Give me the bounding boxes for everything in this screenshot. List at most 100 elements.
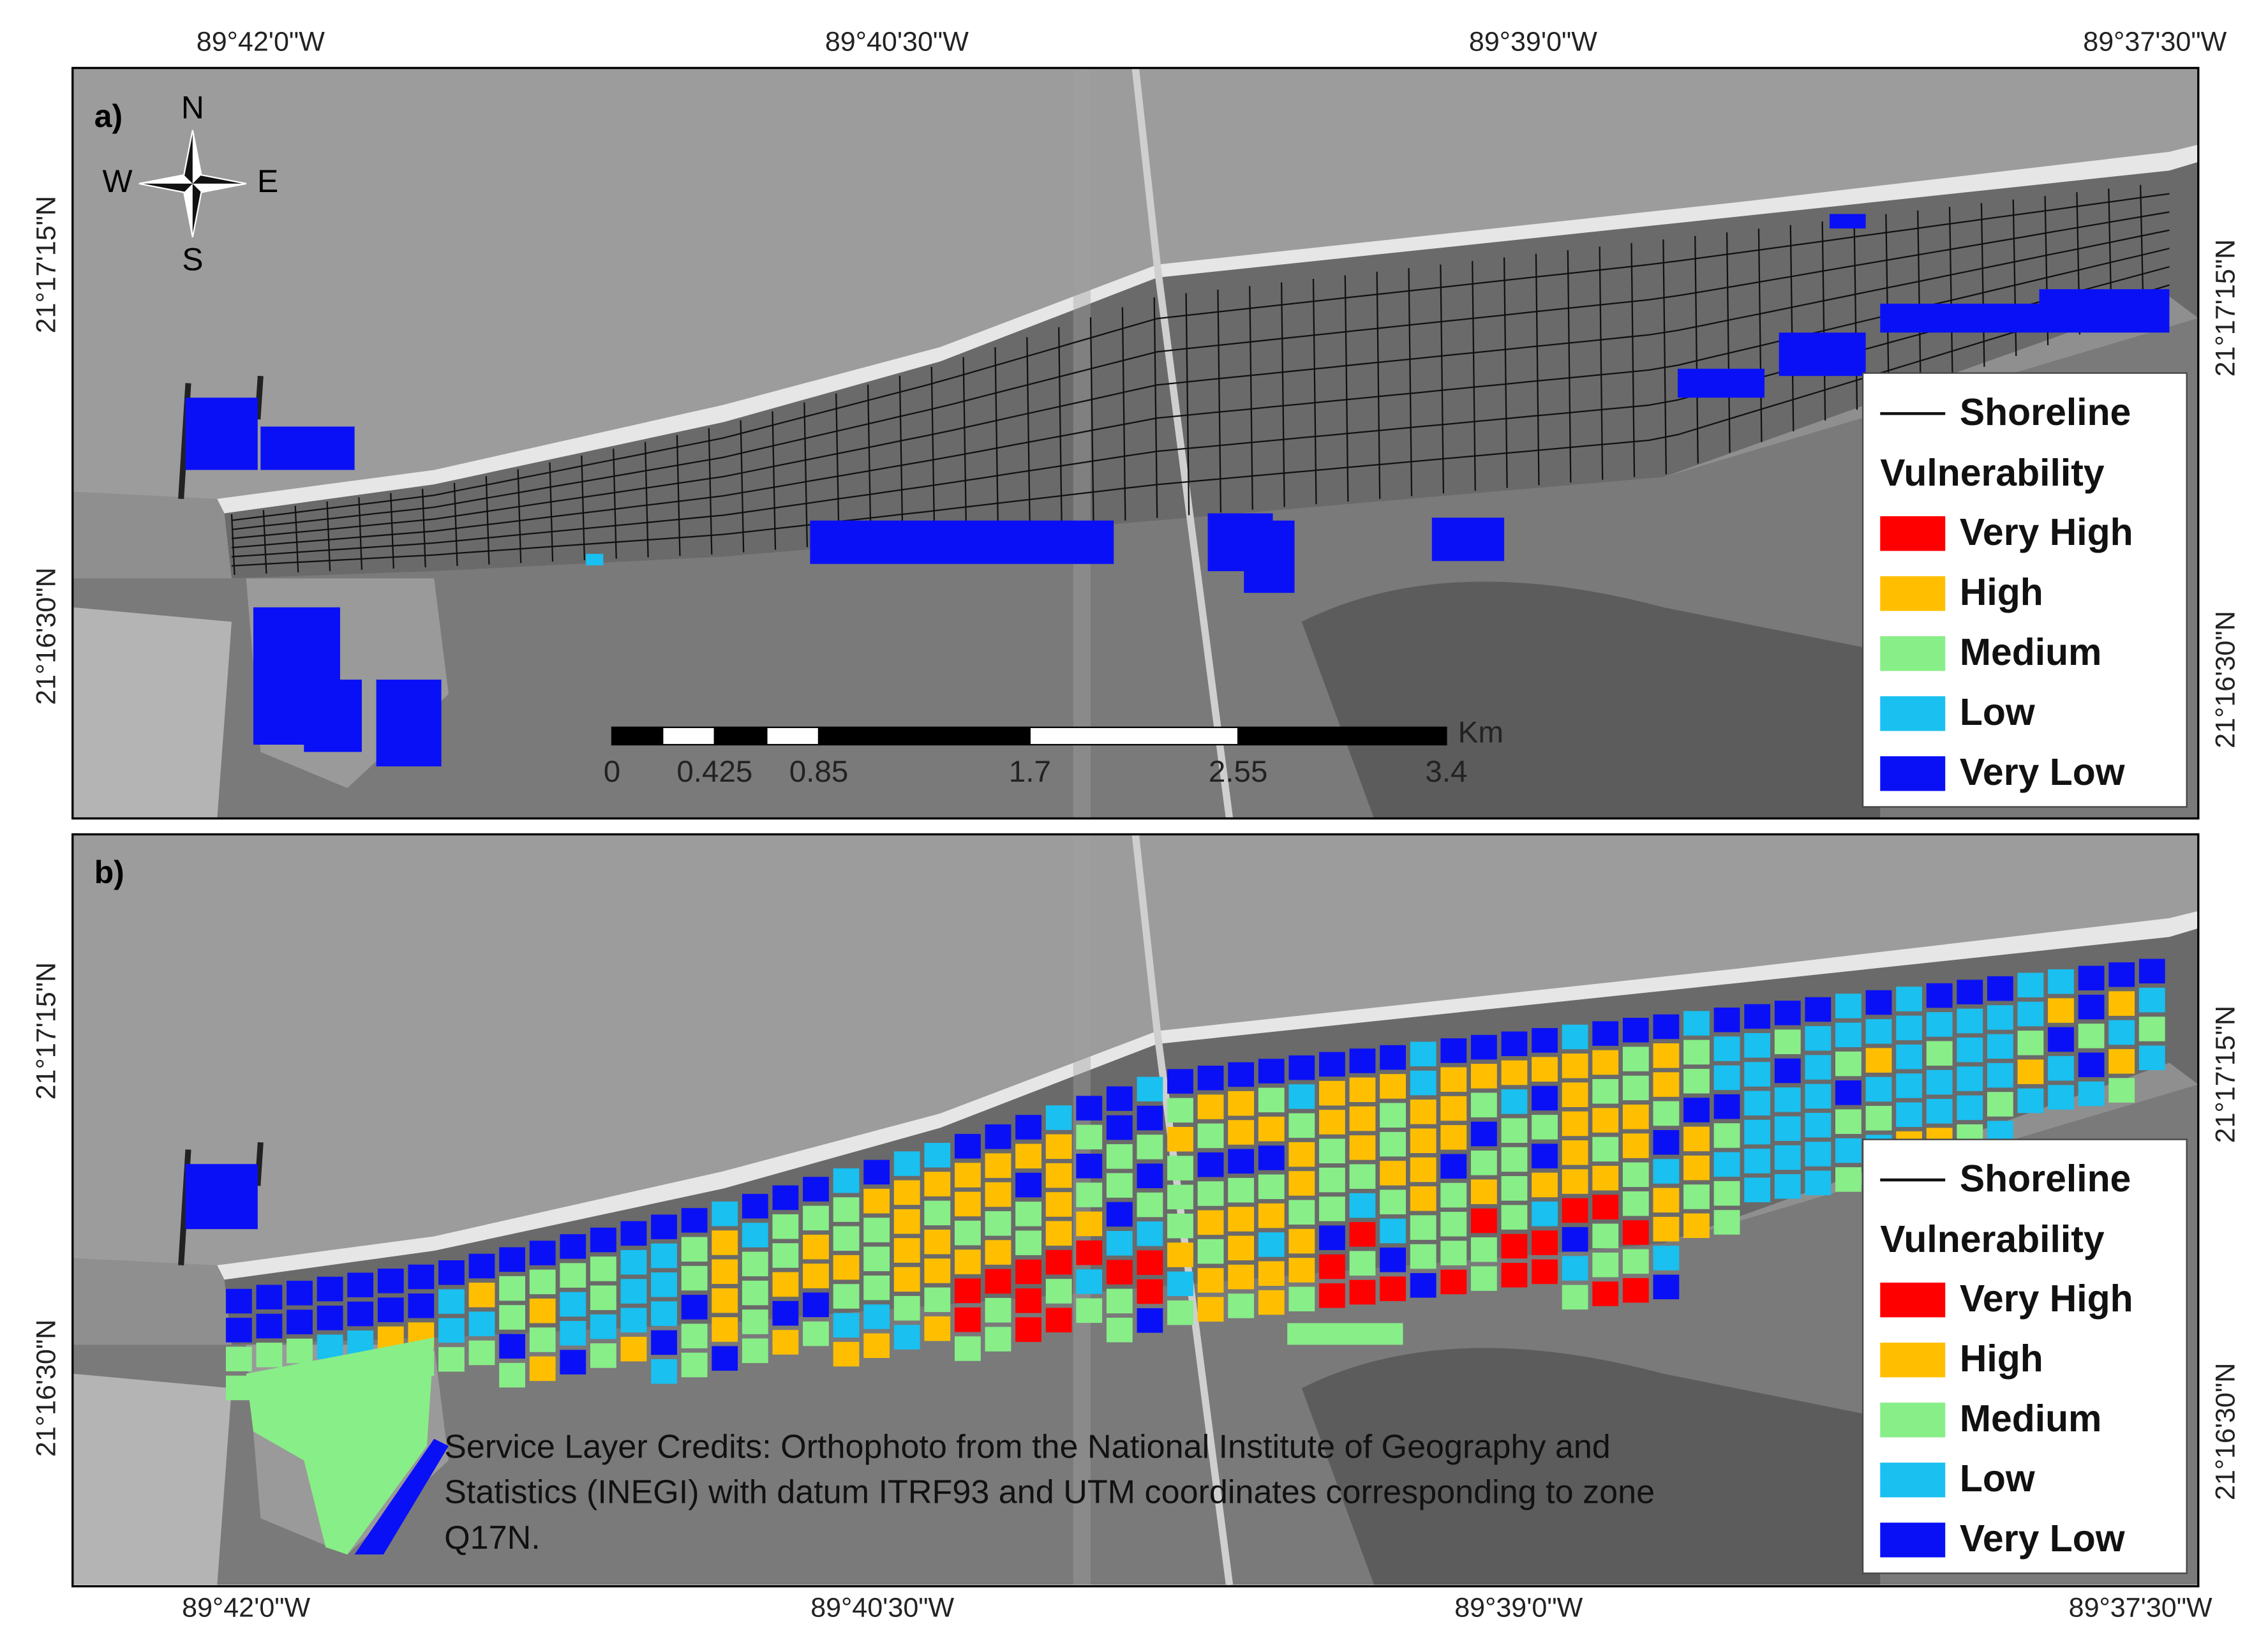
block [1288,1171,1315,1196]
block [1440,1212,1467,1237]
block [2108,1020,2135,1045]
block [1926,983,1953,1008]
block [1015,1202,1041,1226]
block [1957,1066,1983,1091]
block [2039,289,2170,311]
block [985,1211,1011,1236]
block [863,1188,890,1214]
block [1774,1116,1801,1141]
street [421,489,426,568]
block [924,1172,951,1196]
legend-swatch [1880,1343,1946,1378]
block [438,1318,465,1343]
block [347,1301,374,1327]
block [1410,1244,1436,1269]
block [924,1316,951,1341]
street [231,229,2170,539]
street [1567,250,1572,483]
block [377,1269,404,1293]
block [1896,1015,1922,1041]
block [2078,994,2105,1020]
block [1835,1080,1861,1105]
block [1167,1184,1193,1210]
block [1592,1195,1619,1219]
block [1562,1285,1588,1310]
block [1622,1162,1649,1188]
block [1319,1196,1345,1221]
street [1472,260,1476,491]
block [287,1338,313,1364]
block [1683,1213,1710,1239]
street [262,510,267,574]
block [863,1275,890,1300]
block [1319,1080,1345,1106]
block [438,1346,465,1372]
street [1662,239,1667,475]
block [863,1159,890,1185]
street [1440,264,1445,494]
block [1592,1050,1619,1075]
legend-shoreline-label: Shoreline [1960,392,2131,433]
block [1319,1225,1345,1251]
block [924,1229,951,1255]
block [1713,1036,1740,1061]
block [1470,1121,1497,1147]
block [985,1327,1011,1352]
scale-unit: Km [1458,716,1503,750]
block [1713,1123,1740,1148]
block [924,1200,951,1226]
street [453,482,458,566]
block [1562,1024,1588,1050]
block [1045,1163,1072,1188]
block [1015,1230,1041,1255]
block [1258,1087,1285,1113]
block [1380,1189,1406,1214]
block [499,1305,526,1330]
block [1532,1172,1558,1198]
block [1744,1091,1771,1116]
block [955,1249,981,1274]
legend-shoreline-label: Shoreline [1960,1158,2131,1200]
block [529,1327,556,1352]
block [529,1269,556,1295]
block [1106,1231,1133,1256]
block [863,1246,890,1272]
block [1410,1070,1436,1096]
block [893,1267,920,1292]
block [1532,1028,1558,1053]
block [2108,1078,2135,1103]
street [1948,207,1953,378]
scale-label: 2.55 [1209,755,1268,789]
legend-label: Very High [1960,512,2133,553]
block [1015,1144,1041,1168]
block [651,1243,677,1269]
block [810,520,1114,564]
block [1319,1138,1345,1164]
block [1562,1111,1588,1137]
street [358,497,363,570]
block [2048,998,2074,1023]
block [1592,1281,1619,1306]
bottom-axis-label: 89°42'0"W [182,1592,310,1623]
block [1288,1200,1315,1225]
block [1167,1242,1193,1267]
scale-label: 0 [604,755,620,789]
street [549,462,554,562]
block [863,1333,890,1359]
street [1757,228,1763,442]
block [1410,1128,1436,1153]
block [955,1336,981,1361]
street [390,493,394,569]
block [560,1321,586,1346]
block [529,1241,556,1265]
right-axis-label: 21°16'30"N [2210,611,2241,748]
block [1957,1095,1983,1121]
block [2048,1085,2074,1110]
street [899,375,904,539]
block [1137,1105,1163,1131]
block [185,1164,258,1230]
legend-swatch [1880,1282,1946,1318]
legend-label: Medium [1960,1398,2102,1440]
block [1349,1135,1376,1160]
